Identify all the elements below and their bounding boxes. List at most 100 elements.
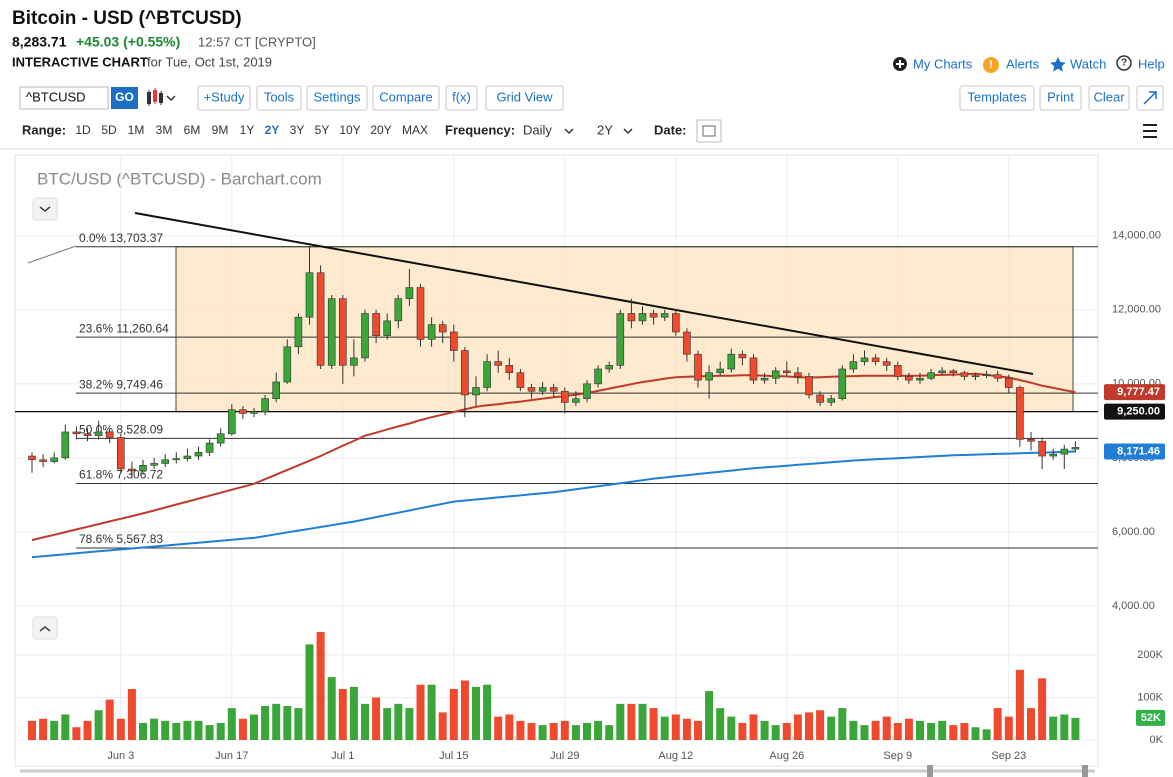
scrollbar[interactable] xyxy=(20,765,1095,777)
icon xyxy=(153,90,157,102)
header-link[interactable]: My Charts xyxy=(913,56,973,71)
candle-body xyxy=(627,313,636,322)
volume-tick-label: 200K xyxy=(1137,649,1163,661)
candle-body xyxy=(738,353,747,359)
candle-body xyxy=(1049,453,1057,457)
toolbar-button-label[interactable]: Clear xyxy=(1093,89,1125,104)
candle-body xyxy=(161,459,169,464)
header-link[interactable]: Watch xyxy=(1070,56,1106,71)
menu-button[interactable] xyxy=(1143,124,1157,138)
range-option[interactable]: 9M xyxy=(212,123,229,137)
candle-body xyxy=(882,361,891,366)
range-option[interactable]: 1D xyxy=(75,123,91,137)
range-option[interactable]: 10Y xyxy=(339,123,360,137)
x-tick-label: Jun 3 xyxy=(107,750,134,762)
value-tag-label: 9,777.47 xyxy=(1117,386,1160,398)
candle-body xyxy=(383,320,392,336)
toolbar-button-label[interactable]: Tools xyxy=(264,89,295,104)
toolbar-button[interactable] xyxy=(959,85,1035,111)
volume-bar xyxy=(427,684,436,740)
toolbar-button-label[interactable]: +Study xyxy=(204,89,245,104)
candle-body xyxy=(272,381,281,399)
toolbar-button[interactable] xyxy=(372,85,440,111)
candle-body xyxy=(338,298,347,366)
candle-body xyxy=(183,455,192,459)
symbol-input[interactable] xyxy=(19,86,109,110)
range-option[interactable]: 5D xyxy=(101,123,117,137)
date-picker[interactable] xyxy=(696,119,722,143)
candle-body xyxy=(993,374,1002,379)
candle-body xyxy=(28,455,36,461)
volume-bar xyxy=(372,697,381,740)
candle-body xyxy=(305,272,314,318)
volume-bar xyxy=(116,718,125,740)
y-tick-label: 6,000.00 xyxy=(1112,526,1155,538)
chart-date: for Tue, Oct 1st, 2019 xyxy=(147,54,272,69)
frequency-select[interactable]: Daily xyxy=(523,122,552,137)
toolbar-button-label[interactable]: Compare xyxy=(379,89,432,104)
collapse-button[interactable] xyxy=(32,616,58,640)
collapse-button[interactable] xyxy=(32,197,58,221)
volume-bar xyxy=(194,720,203,740)
candle-body xyxy=(228,409,236,435)
volume-bar xyxy=(805,712,813,740)
go-button[interactable] xyxy=(111,87,138,109)
volume-bar xyxy=(527,722,536,740)
trend-line xyxy=(134,212,1034,375)
toolbar-button[interactable] xyxy=(306,85,368,111)
toolbar-button-label[interactable]: Templates xyxy=(967,89,1027,104)
header-link[interactable]: Alerts xyxy=(1006,56,1040,71)
date-label: Date: xyxy=(654,122,687,137)
candle-body xyxy=(316,272,325,366)
candle-body xyxy=(771,370,780,379)
candle-body xyxy=(971,375,980,377)
toolbar-button[interactable] xyxy=(1039,85,1082,111)
range-option[interactable]: 1Y xyxy=(240,123,255,137)
volume-bar xyxy=(671,714,680,740)
toolbar-button[interactable] xyxy=(197,85,251,111)
range-option[interactable]: 1M xyxy=(128,123,145,137)
candle-body xyxy=(250,411,258,414)
candle-body xyxy=(117,437,125,470)
volume-bar xyxy=(216,722,225,740)
frequency-label: Frequency: xyxy=(445,122,515,137)
toolbar-button-label[interactable]: f(x) xyxy=(452,89,471,104)
candle-body xyxy=(782,370,791,374)
volume-bar xyxy=(827,716,836,740)
y-tick-label: 12,000.00 xyxy=(1112,304,1161,316)
volume-bar xyxy=(705,691,714,740)
range-option[interactable]: 2Y xyxy=(265,123,280,137)
toolbar-button[interactable] xyxy=(445,85,478,111)
candle-body xyxy=(960,372,969,377)
toolbar-button[interactable] xyxy=(256,85,302,111)
x-tick-label: Jul 29 xyxy=(550,750,579,762)
candle-body xyxy=(150,463,158,466)
candle-body xyxy=(405,287,414,299)
volume-bar xyxy=(405,708,414,740)
volume-bar xyxy=(361,703,369,740)
header-link[interactable]: Help xyxy=(1138,56,1165,71)
range-option[interactable]: 6M xyxy=(184,123,201,137)
toolbar-button-label[interactable]: Settings xyxy=(314,89,361,104)
candle-body xyxy=(749,357,758,381)
volume-bar xyxy=(549,722,558,740)
toolbar-button-label[interactable]: Grid View xyxy=(496,89,553,104)
price-change: +45.03 (+0.55%) xyxy=(76,34,180,50)
candle-body xyxy=(427,324,436,340)
range-option[interactable]: 3M xyxy=(156,123,173,137)
chart-type-menu[interactable] xyxy=(147,88,176,106)
volume-bar xyxy=(127,688,136,740)
range-option[interactable]: 5Y xyxy=(315,123,330,137)
period-select[interactable]: 2Y xyxy=(597,122,613,137)
volume-bar xyxy=(283,705,292,740)
range-option[interactable]: MAX xyxy=(402,123,428,137)
toolbar-button[interactable] xyxy=(1088,85,1130,111)
range-option[interactable]: 3Y xyxy=(290,123,305,137)
go-label[interactable]: GO xyxy=(115,90,134,104)
toolbar-button-label[interactable]: Print xyxy=(1047,89,1074,104)
range-option[interactable]: 20Y xyxy=(370,123,391,137)
volume-bar xyxy=(1038,678,1047,740)
value-tag xyxy=(1104,443,1165,460)
volume-bar xyxy=(472,686,480,740)
toolbar-button[interactable] xyxy=(485,85,564,111)
